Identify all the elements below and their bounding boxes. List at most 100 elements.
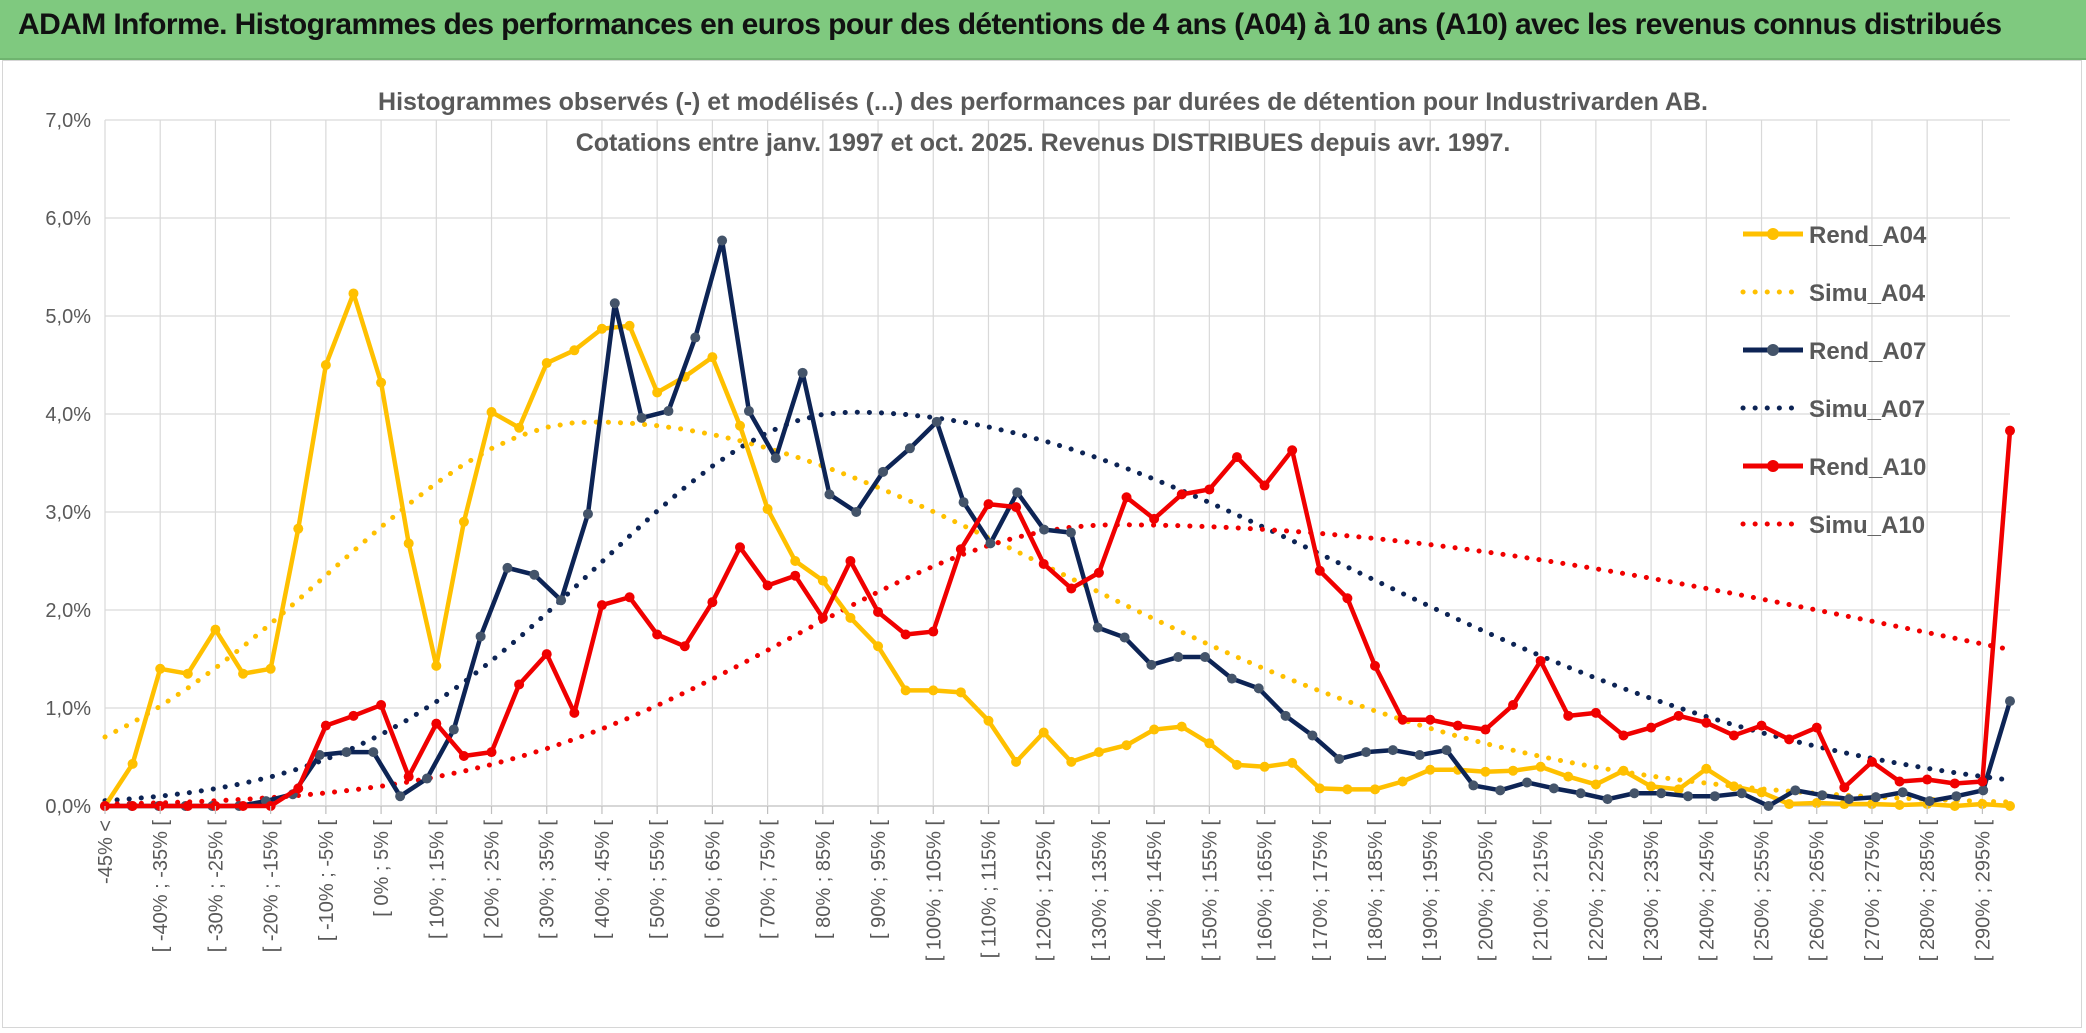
rend-a07-point	[529, 569, 540, 580]
rend-a07-point	[958, 497, 969, 508]
rend-a04-point	[1811, 798, 1822, 809]
rend-a10-point	[1066, 583, 1077, 594]
rend-a04-point	[707, 352, 718, 363]
rend-a07-point	[1548, 783, 1559, 794]
rend-a10-point	[1535, 655, 1546, 666]
rend-a04-point	[265, 663, 276, 674]
rend-a10-point	[983, 499, 994, 510]
rend-a07-point	[1226, 673, 1237, 684]
rend-a10-point	[293, 783, 304, 794]
rend-a07-point	[314, 750, 325, 761]
chart-title-line-1: Histogrammes observés (-) et modélisés (…	[378, 88, 1708, 116]
rend-a04-line	[103, 291, 2011, 809]
rend-a07-point	[1361, 747, 1372, 758]
x-tick-label: [ 180% ; 185% [	[1365, 820, 1387, 962]
y-tick-label: 6,0%	[45, 208, 91, 230]
x-tick-label: [ 50% ; 55% [	[647, 820, 669, 939]
rend-a10-point	[1314, 565, 1325, 576]
rend-a04-point	[486, 407, 497, 418]
x-tick-label: [ 270% ; 275% [	[1862, 820, 1884, 962]
rend-a07-point	[1468, 780, 1479, 791]
rend-a07-point	[1173, 652, 1184, 663]
rend-a10-point	[1563, 710, 1574, 721]
rend-a04-point	[928, 685, 939, 696]
x-tick-label: [ -40% ; -35% [	[150, 820, 172, 953]
rend-a07-point	[2005, 696, 2015, 707]
rend-a04-point	[1204, 738, 1215, 749]
rend-a10-point	[376, 700, 387, 711]
x-tick-label: [ 230% ; 235% [	[1641, 820, 1663, 962]
rend-a10-point	[1038, 558, 1049, 569]
rend-a10-point	[873, 606, 884, 617]
rend-a07-point	[1307, 730, 1318, 741]
rend-a10-point	[348, 710, 359, 721]
rend-a04-point	[1728, 781, 1739, 792]
rend-a04-point	[1259, 761, 1270, 772]
rend-a10-point	[735, 542, 745, 553]
rend-a07-point	[1522, 777, 1533, 788]
rend-a04-point	[1701, 763, 1712, 774]
series-layer	[100, 235, 2015, 811]
rend-a07-point	[1575, 788, 1586, 799]
rend-a04-point	[431, 660, 442, 671]
rend-a07-point	[1012, 487, 1023, 498]
rend-a04-point	[514, 422, 525, 433]
x-tick-label: [ 10% ; 15% [	[426, 820, 448, 939]
simu-a07-curve	[102, 409, 2013, 804]
rend-a04-point	[1756, 787, 1767, 798]
rend-a10-point	[1811, 722, 1822, 733]
rend-a10-line	[105, 430, 2013, 809]
rend-a04-point	[1563, 771, 1574, 782]
rend-a07-point	[368, 747, 379, 758]
rend-a04-point	[238, 668, 249, 679]
rend-a10-point	[182, 801, 193, 811]
rend-a10-point	[320, 720, 331, 731]
x-tick-label: [ -30% ; -25% [	[205, 820, 227, 953]
rend-a07-point	[690, 332, 701, 343]
rend-a04-point	[1066, 756, 1077, 767]
x-tick-label: [ 210% ; 215% [	[1531, 820, 1553, 962]
rend-a10-point	[1618, 730, 1629, 741]
rend-a07-point	[1602, 794, 1613, 805]
rend-a07-point	[1414, 750, 1425, 761]
x-tick-label: [ 0% ; 5% [	[371, 820, 393, 917]
rend-a07-point	[395, 791, 406, 802]
report-title: ADAM Informe. Histogrammes des performan…	[18, 8, 2002, 41]
rend-a07-point	[1790, 785, 1801, 796]
rend-a04-point	[735, 420, 745, 431]
rend-a04-point	[320, 360, 331, 370]
rend-a04-point	[1011, 756, 1022, 767]
rend-a07-point	[1656, 788, 1667, 799]
rend-a04-point	[569, 345, 580, 356]
rend-a04-point	[624, 320, 635, 331]
rend-a04-point	[1287, 757, 1298, 768]
rend-a10-point	[486, 747, 497, 758]
rend-a04-point	[1314, 783, 1325, 794]
x-tick-label: [ 290% ; 295% [	[1972, 820, 1994, 962]
y-tick-label: 2,0%	[45, 600, 91, 622]
rend-a07-point	[1709, 791, 1720, 802]
legend-label-rend-a07: Rend_A07	[1809, 338, 1926, 365]
rend-a10-point	[2005, 425, 2015, 436]
rend-a10-point	[1756, 720, 1767, 731]
rend-a07-point	[1039, 524, 1050, 535]
rend-a10-point	[1866, 756, 1877, 767]
rend-a04-point	[1535, 761, 1546, 772]
x-tick-label: [ 220% ; 225% [	[1586, 820, 1608, 962]
rend-a07-point	[1763, 801, 1774, 811]
rend-a04-point	[1231, 759, 1242, 770]
rend-a07-point	[1844, 794, 1855, 805]
rend-a10-point	[1176, 489, 1187, 500]
rend-a10-point	[1673, 710, 1684, 721]
rend-a04-point	[348, 288, 359, 299]
rend-a10-point	[127, 801, 138, 811]
x-tick-label: [ 110% ; 115% [	[978, 820, 1000, 959]
rend-a04-point	[182, 668, 193, 679]
x-tick-label: [ 20% ; 25% [	[482, 820, 504, 939]
rend-a10-point	[955, 544, 966, 555]
x-tick-label: [ 250% ; 255% [	[1752, 820, 1774, 962]
chart-title-line-2: Cotations entre janv. 1997 et oct. 2025.…	[576, 129, 1511, 157]
chart-title-block: Histogrammes observés (-) et modélisés (…	[378, 88, 1708, 157]
rend-a04-point	[762, 504, 773, 515]
rend-a07-point	[636, 412, 647, 423]
